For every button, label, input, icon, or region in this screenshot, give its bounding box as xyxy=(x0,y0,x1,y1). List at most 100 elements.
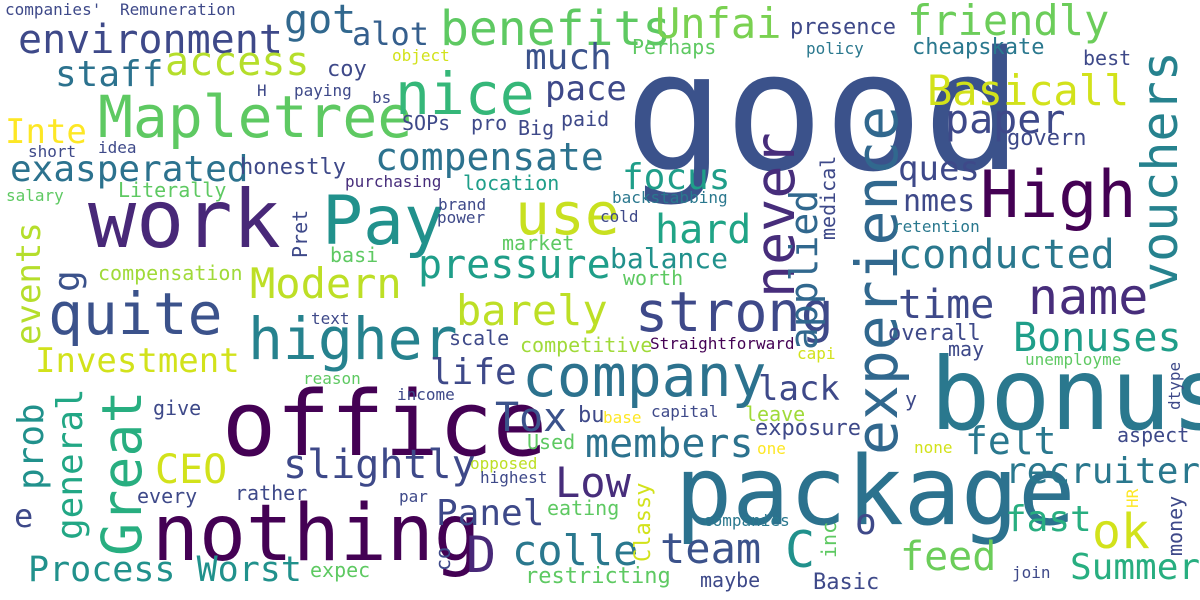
word-hr: HR xyxy=(1123,488,1142,508)
word-used: Used xyxy=(527,430,576,454)
word-felt: felt xyxy=(965,419,1057,463)
word-backstabbing: backstabbing xyxy=(612,188,728,207)
word-maybe: maybe xyxy=(700,568,761,592)
word-give: give xyxy=(153,396,202,420)
word-companies: companies' xyxy=(5,0,102,19)
word-basicall: Basicall xyxy=(927,66,1130,115)
word-barely: barely xyxy=(456,286,608,335)
word-feed: feed xyxy=(900,534,997,580)
word-capital: capital xyxy=(651,402,719,421)
word-slightly: slightly xyxy=(283,442,476,488)
word-cold: cold xyxy=(600,207,639,226)
word-cheapskate: cheapskate xyxy=(912,35,1045,60)
word-friendly: friendly xyxy=(907,0,1110,45)
word-big: Big xyxy=(518,116,555,140)
word-competitive: competitive xyxy=(520,333,653,357)
word-pressure: pressure xyxy=(418,242,611,288)
word-every: every xyxy=(137,484,198,508)
word-use: use xyxy=(515,180,620,248)
word-best: best xyxy=(1083,46,1132,70)
word-e: e xyxy=(14,497,34,535)
word-classy: Classy xyxy=(631,482,656,562)
word-higher: higher xyxy=(248,305,458,373)
word-object: object xyxy=(392,46,450,65)
word-c: C xyxy=(785,521,816,579)
word-inte: Inte xyxy=(5,112,87,152)
word-compensation: compensation xyxy=(98,261,243,285)
word-y: y xyxy=(905,387,918,411)
word-team: team xyxy=(660,524,762,573)
word-one: one xyxy=(757,439,786,458)
word-life: life xyxy=(430,352,517,393)
word-money: money xyxy=(1163,495,1187,556)
word-benefits: benefits xyxy=(440,1,672,57)
word-nice: nice xyxy=(395,60,535,128)
word-pace: pace xyxy=(545,69,627,109)
word-straightforward: Straightforward xyxy=(650,334,795,353)
word-expec: expec xyxy=(310,558,371,582)
word-mapletree: Mapletree xyxy=(98,83,413,151)
word-pret: Pret xyxy=(288,209,312,258)
word-overall: overall xyxy=(888,321,981,346)
word-summer: Summer xyxy=(1070,547,1200,588)
word-investment: Investment xyxy=(35,341,240,381)
word-process-worst: Process Worst xyxy=(28,550,302,590)
word-got: got xyxy=(284,0,357,43)
word-honestly: honestly xyxy=(240,155,346,180)
word-pay: Pay xyxy=(322,182,445,261)
word-focus: focus xyxy=(622,157,731,198)
word-h: H xyxy=(257,81,267,100)
word-members: members xyxy=(585,421,754,467)
word-tox: Tox xyxy=(495,395,568,441)
word-paper: paper xyxy=(945,97,1066,143)
word-alot: alot xyxy=(352,15,430,53)
word-paid: paid xyxy=(561,107,610,131)
word-remuneration: Remuneration xyxy=(120,0,236,19)
word-aspect: aspect xyxy=(1117,423,1190,447)
word-reason: reason xyxy=(303,369,361,388)
word-work: work xyxy=(88,173,281,266)
word-worth: worth xyxy=(623,266,684,290)
word-low: Low xyxy=(555,458,631,507)
word-par: par xyxy=(399,487,428,506)
word-company: company xyxy=(522,342,767,410)
word-presence: presence xyxy=(790,15,896,40)
word-exasperated: exasperated xyxy=(10,149,249,190)
word-ok: ok xyxy=(1092,504,1150,560)
word-access: access xyxy=(165,39,310,85)
word-none: none xyxy=(914,438,953,457)
word-opposed: opposed xyxy=(470,454,538,473)
word-modern: Modern xyxy=(250,259,402,308)
word-restricting: restricting xyxy=(525,564,671,589)
word-short: short xyxy=(28,142,77,161)
word-basi: basi xyxy=(330,243,379,267)
word-sops: SOPs xyxy=(402,111,451,135)
word-inc: inc xyxy=(817,521,841,558)
word-lack: lack xyxy=(758,369,840,409)
word-salary: salary xyxy=(6,186,64,205)
word-strong: strong xyxy=(635,280,834,344)
word-staff: staff xyxy=(55,54,164,95)
word-market: market xyxy=(502,231,575,255)
word-good: good xyxy=(625,16,1023,208)
word-companies: companies xyxy=(703,511,790,530)
word-bonus: bonus xyxy=(930,336,1200,453)
word-power: power xyxy=(437,208,486,227)
word-time: time xyxy=(898,282,995,328)
word-environment: environment xyxy=(18,17,283,63)
word-fast: fast xyxy=(1005,499,1092,540)
word-scale: scale xyxy=(449,326,510,350)
word-literally: Literally xyxy=(118,178,227,202)
word-brand: brand xyxy=(438,195,487,214)
word-rather: rather xyxy=(235,481,308,505)
word-nmes: nmes xyxy=(903,184,976,219)
word-bs: bs xyxy=(372,88,392,107)
word-retention: retention xyxy=(893,217,980,236)
word-nothing: nothing xyxy=(152,489,481,579)
word-govern: govern xyxy=(1007,126,1087,151)
word-compensate: compensate xyxy=(375,135,604,179)
word-ceo: CEO xyxy=(155,447,228,493)
word-balance: balance xyxy=(610,242,729,275)
word-package: package xyxy=(675,437,1076,547)
